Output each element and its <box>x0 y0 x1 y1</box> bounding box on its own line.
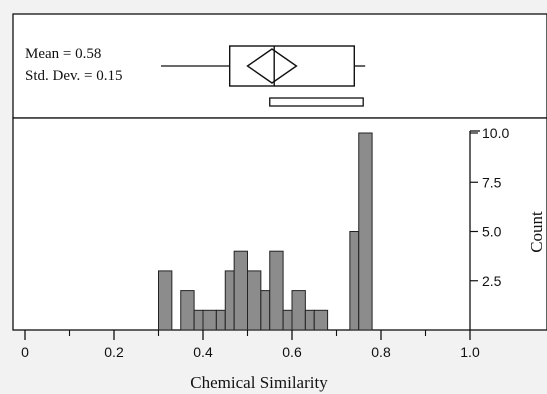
y-tick-label: 5.0 <box>482 224 502 240</box>
boxplot <box>161 45 366 107</box>
x-tick-label: 0 <box>21 344 29 360</box>
mean-annotation: Mean = 0.58 <box>25 46 101 62</box>
std-dev-annotation: Std. Dev. = 0.15 <box>25 68 123 84</box>
x-axis: 0 0.2 0.4 0.6 0.8 1.0 <box>21 330 480 360</box>
histogram-bar <box>304 309 315 331</box>
histogram-bar <box>313 309 329 331</box>
y-axis-label: Count <box>527 211 546 253</box>
x-tick-label: 0.8 <box>371 344 391 360</box>
histogram-bar <box>158 270 173 331</box>
x-tick-label: 1.0 <box>460 344 480 360</box>
boxplot-mean-diamond <box>246 48 298 84</box>
y-axis: 2.5 5.0 7.5 10.0 <box>469 125 509 330</box>
histogram-bar <box>180 290 195 331</box>
y-tick-label: 10.0 <box>482 125 509 141</box>
histogram-bar <box>202 309 217 331</box>
x-tick-label: 0.4 <box>193 344 213 360</box>
histogram-bar <box>282 309 293 331</box>
x-tick-label: 0.2 <box>104 344 124 360</box>
histogram-bar <box>358 132 373 331</box>
boxplot-box <box>228 45 355 87</box>
y-tick-label: 2.5 <box>482 273 502 289</box>
histogram-bar <box>193 309 204 331</box>
x-axis-label: Chemical Similarity <box>190 373 328 392</box>
x-tick-label: 0.6 <box>282 344 302 360</box>
histogram-bar <box>224 270 235 331</box>
histogram-bars <box>158 132 373 331</box>
histogram-bar <box>215 309 226 331</box>
histogram-bar <box>269 250 284 331</box>
boxplot-shortest-half-bracket <box>269 97 364 107</box>
histogram-bar <box>260 290 271 331</box>
histogram-bar <box>291 290 306 331</box>
y-tick-label: 7.5 <box>482 174 502 190</box>
histogram-bar <box>233 250 248 331</box>
histogram-bar <box>247 270 262 331</box>
histogram-bar <box>349 231 360 331</box>
